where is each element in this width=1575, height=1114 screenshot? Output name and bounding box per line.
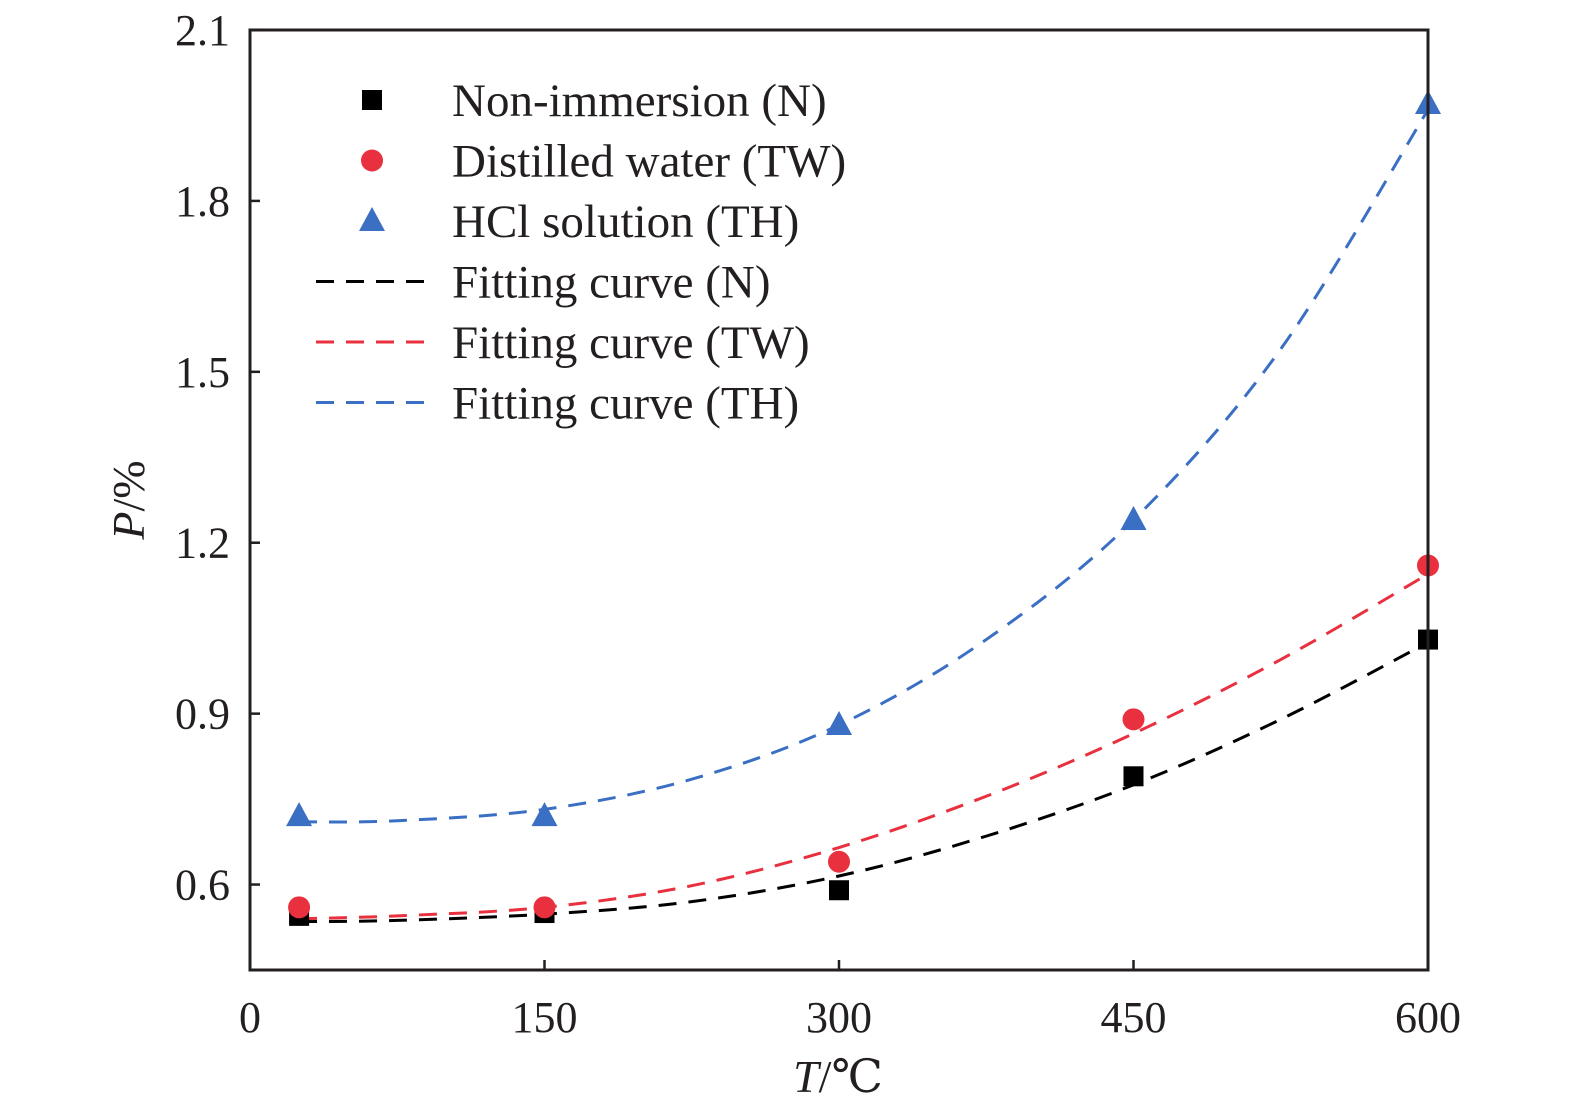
curve-fitting-curve-th [299, 108, 1430, 824]
legend-item-fitting-curve-n: Fitting curve (N) [316, 257, 771, 309]
legend-label: Fitting curve (TW) [452, 317, 810, 369]
point-distilled-water-tw [828, 850, 850, 873]
curve-fitting-curve-n [299, 641, 1429, 924]
y-axis-label: P/% [103, 460, 154, 540]
point-non-immersion-n [1123, 766, 1144, 787]
x-tick-label: 300 [806, 993, 872, 1042]
point-hcl-solution-th [1120, 505, 1147, 530]
legend-item-distilled-water-tw: Distilled water (TW) [361, 136, 846, 188]
legend-swatch [359, 207, 385, 231]
x-tick-label: 150 [512, 993, 578, 1042]
y-tick-label: 1.5 [175, 348, 230, 397]
legend-item-non-immersion-n: Non-immersion (N) [362, 75, 827, 127]
point-distilled-water-tw [533, 896, 556, 919]
legend-label: Fitting curve (N) [452, 257, 771, 309]
legend-item-fitting-curve-tw: Fitting curve (TW) [316, 317, 810, 369]
x-tick-label: 0 [239, 993, 261, 1042]
legend-swatch [362, 90, 382, 110]
point-hcl-solution-th [531, 802, 558, 827]
y-axis-unit: % [103, 460, 154, 498]
y-tick-label: 0.6 [175, 861, 230, 910]
curve-fitting-curve-tw [299, 572, 1429, 921]
legend-label: Fitting curve (TH) [452, 378, 799, 430]
point-non-immersion-n [829, 880, 849, 901]
point-hcl-solution-th [826, 711, 852, 736]
legend-label: Distilled water (TW) [452, 136, 846, 188]
axis-ticks: 0 150 300 450 600 0.6 0.9 1.2 1.5 1.8 2.1 [175, 6, 1461, 1042]
point-distilled-water-tw [1122, 708, 1145, 731]
legend-swatch [361, 149, 383, 172]
x-axis-label: T/℃ [793, 1051, 883, 1102]
x-axis-variable: T [793, 1051, 822, 1102]
legend-item-fitting-curve-th: Fitting curve (TH) [316, 378, 799, 430]
legend-label: HCl solution (TH) [452, 196, 799, 248]
legend: Non-immersion (N) Distilled water (TW) HCl… [316, 75, 846, 430]
y-tick-label: 0.9 [175, 690, 230, 739]
y-tick-label: 1.2 [175, 519, 230, 568]
fitting-curves [299, 108, 1430, 924]
y-axis-separator: / [103, 499, 154, 512]
point-hcl-solution-th [286, 802, 313, 827]
y-axis-variable: P [103, 512, 154, 541]
point-distilled-water-tw [288, 896, 311, 919]
x-tick-label: 450 [1101, 993, 1167, 1042]
legend-item-hcl-solution-th: HCl solution (TH) [359, 196, 799, 248]
y-tick-label: 2.1 [175, 6, 230, 55]
x-axis-separator: / [819, 1051, 832, 1102]
legend-label: Non-immersion (N) [452, 75, 827, 127]
x-axis-unit: ℃ [831, 1051, 882, 1102]
y-tick-label: 1.8 [175, 177, 230, 226]
x-tick-label: 600 [1395, 993, 1461, 1042]
